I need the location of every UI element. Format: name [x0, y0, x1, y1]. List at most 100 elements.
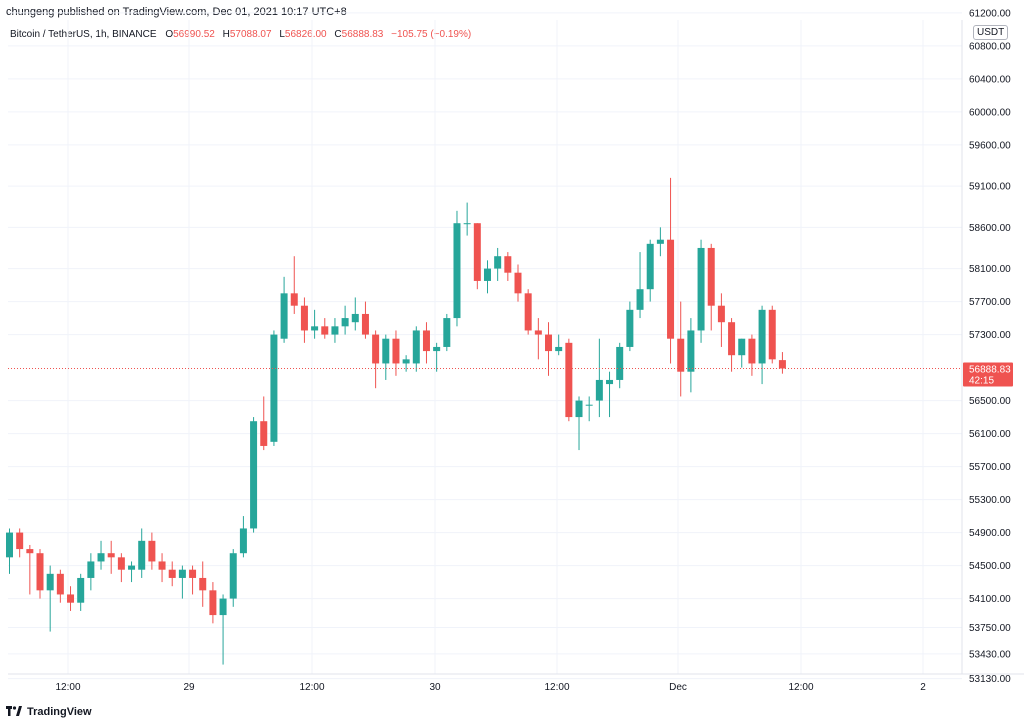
candle — [199, 561, 207, 607]
candle — [433, 342, 441, 372]
candle-body — [280, 293, 288, 339]
candle-body — [738, 338, 746, 356]
close-key: C — [334, 29, 342, 40]
price-tick-label: 60800.00 — [969, 41, 1011, 52]
candle — [87, 553, 95, 591]
candle — [128, 561, 136, 583]
candle — [270, 330, 278, 446]
candle — [56, 569, 64, 603]
candle-body — [148, 540, 156, 562]
candle — [402, 355, 410, 372]
brand-name: TradingView — [27, 706, 92, 718]
candle-body — [239, 528, 247, 554]
candle-body — [67, 594, 75, 603]
high-value: 57088.07 — [229, 29, 272, 40]
candle-body — [412, 330, 420, 364]
candle-body — [321, 326, 329, 335]
candle — [575, 396, 583, 451]
candle-body — [6, 532, 13, 558]
candle — [46, 565, 54, 632]
last-price-text: 56888.83 — [969, 365, 1011, 376]
candle — [361, 301, 369, 339]
candle — [412, 326, 420, 372]
candle — [77, 573, 85, 611]
candle-body — [290, 293, 298, 306]
candle-body — [36, 553, 44, 591]
candle — [697, 239, 705, 343]
price-tick-label: 58100.00 — [969, 264, 1011, 275]
candle — [229, 549, 237, 607]
candle-body — [575, 400, 583, 418]
candle-body — [107, 553, 115, 558]
candle-body — [687, 330, 695, 372]
candle — [239, 516, 247, 558]
candle-body — [422, 330, 430, 352]
price-tick-label: 59600.00 — [969, 140, 1011, 151]
candle-body — [483, 268, 491, 281]
candle-body — [677, 338, 685, 372]
candle-body — [219, 598, 227, 616]
candle — [219, 594, 227, 665]
candle — [646, 239, 654, 302]
candle — [463, 202, 471, 236]
price-tick-label: 60000.00 — [969, 107, 1011, 118]
candle-body — [636, 289, 644, 310]
candle-body — [209, 590, 217, 616]
candle — [687, 318, 695, 393]
candle-body — [504, 256, 512, 273]
candle-body — [656, 239, 664, 244]
candle — [473, 223, 481, 290]
symbol-name[interactable]: Bitcoin / TetherUS, 1h, BINANCE — [10, 29, 157, 40]
candle — [534, 318, 542, 360]
price-tick-label: 61200.00 — [969, 8, 1011, 19]
last-price-label: 56888.83 42:15 — [963, 362, 1013, 387]
candle-body — [534, 330, 542, 335]
candle — [595, 338, 603, 418]
time-tick-label: 30 — [429, 682, 441, 693]
price-tick-label: 53750.00 — [969, 623, 1011, 634]
candle — [768, 305, 776, 364]
candle-body — [16, 532, 24, 550]
candle — [331, 318, 339, 343]
time-tick-label: Dec — [669, 682, 687, 693]
countdown-text: 42:15 — [969, 376, 994, 387]
candle-body — [178, 569, 186, 578]
candle — [117, 553, 125, 583]
candle — [260, 396, 268, 451]
price-tick-label: 58600.00 — [969, 223, 1011, 234]
candle — [656, 227, 664, 257]
price-tick-label: 60400.00 — [969, 74, 1011, 85]
candle-body — [606, 379, 614, 385]
candle-body — [46, 573, 54, 591]
high-key: H — [222, 29, 230, 40]
candle — [758, 305, 766, 385]
candle — [504, 252, 512, 281]
candle — [748, 334, 756, 376]
candle — [168, 561, 176, 587]
candle-body — [361, 313, 369, 335]
candle-body — [453, 223, 461, 319]
candle-body — [443, 318, 451, 347]
candle — [443, 313, 451, 352]
candle — [717, 293, 725, 347]
candle — [311, 309, 319, 339]
candle-body — [524, 293, 532, 331]
candle — [321, 318, 329, 339]
candle-body — [545, 334, 553, 352]
candle — [555, 334, 563, 356]
time-tick-label: 12:00 — [55, 682, 80, 693]
currency-button[interactable]: USDT — [973, 25, 1009, 40]
candle-body — [707, 247, 715, 306]
candle-body — [372, 334, 380, 364]
candle-body — [433, 346, 441, 352]
open-value: 56990.52 — [173, 29, 215, 40]
candle-body — [768, 309, 776, 360]
candle-body — [77, 577, 85, 603]
candle-body — [158, 561, 166, 570]
candle-body — [351, 313, 359, 323]
candle — [351, 297, 359, 331]
candle-body — [189, 569, 197, 578]
candle-body — [311, 326, 319, 331]
candle-body — [270, 334, 278, 442]
